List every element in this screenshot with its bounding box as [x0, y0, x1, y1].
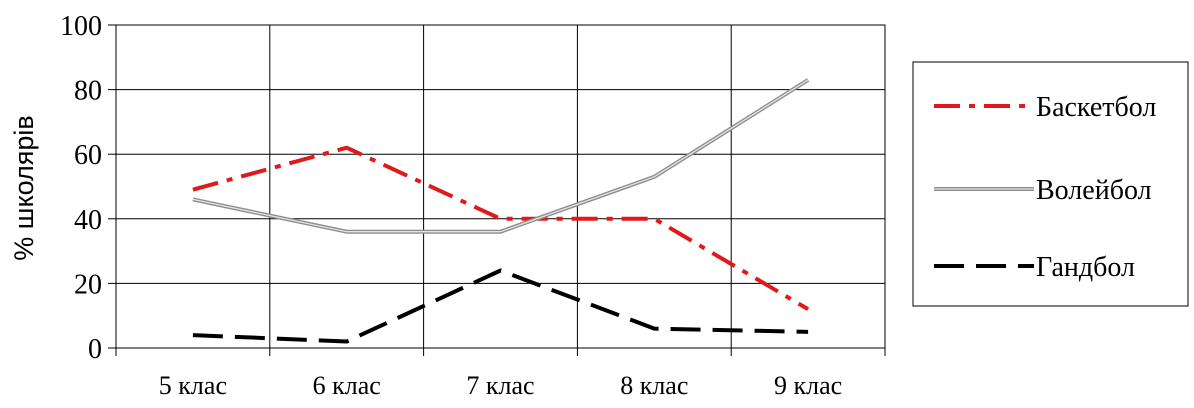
x-tick-label: 5 клас [159, 371, 227, 400]
chart-series [192, 78, 810, 344]
y-tick-labels: 0 20 40 60 80 100 [60, 11, 102, 365]
series-line-2 [192, 78, 810, 234]
x-tick-label: 8 клас [620, 371, 688, 400]
y-tick-label: 40 [74, 205, 102, 236]
series-line-2-outer [192, 78, 810, 234]
y-tick-label: 60 [74, 140, 102, 171]
y-tick-label: 20 [74, 269, 102, 300]
x-tick-label: 9 клас [774, 371, 842, 400]
x-tick-label: 6 клас [313, 371, 381, 400]
legend-label-3: Гандбол [1036, 252, 1135, 283]
chart-legend: Баскетбол Волейбол Гандбол [912, 61, 1189, 307]
series-line-2-inner [192, 79, 809, 233]
chart-axes [108, 24, 886, 356]
series-line-1-line [192, 145, 810, 311]
series-line-3 [192, 268, 809, 344]
y-axis-label: % школярів [9, 115, 39, 260]
legend-label-1: Баскетбол [1036, 92, 1156, 123]
y-tick-label: 0 [88, 334, 102, 365]
y-tick-label: 100 [60, 11, 102, 42]
series-line-1 [192, 145, 810, 311]
series-line-3-line [192, 268, 809, 344]
chart-grid [115, 24, 886, 349]
x-tick-label: 7 клас [466, 371, 534, 400]
x-tick-labels: 5 клас 6 клас 7 клас 8 клас 9 клас [159, 371, 842, 400]
y-tick-label: 80 [74, 76, 102, 107]
plot-frame [115, 24, 886, 349]
legend-label-2: Волейбол [1036, 175, 1152, 206]
